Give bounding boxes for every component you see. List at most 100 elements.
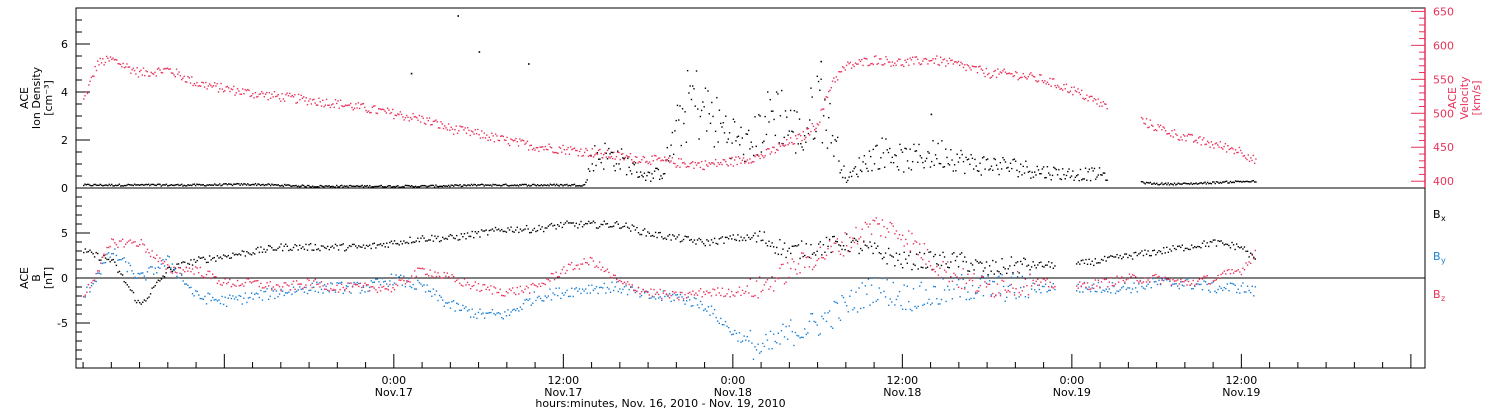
field-point: [726, 293, 728, 295]
field-point: [277, 295, 279, 298]
field-point: [428, 275, 430, 277]
field-point: [1089, 288, 1092, 290]
field-point: [595, 286, 598, 288]
field-point: [97, 252, 99, 255]
field-point: [717, 287, 719, 289]
density-point: [684, 111, 686, 113]
velocity-point: [960, 61, 962, 64]
field-point: [964, 286, 966, 289]
velocity-axis-title-line: [km/s]: [1470, 80, 1483, 115]
field-point: [170, 268, 172, 271]
velocity-point: [1162, 126, 1164, 128]
field-point: [286, 284, 289, 286]
density-point: [582, 184, 585, 186]
density-point: [250, 183, 253, 186]
field-point: [143, 275, 146, 277]
field-point: [821, 254, 823, 256]
velocity-point: [1211, 144, 1214, 146]
field-point: [707, 240, 710, 242]
field-point: [101, 262, 104, 265]
field-point: [1012, 287, 1014, 289]
field-point: [507, 309, 509, 311]
velocity-point: [1199, 136, 1201, 138]
velocity-point: [906, 58, 909, 61]
density-point: [728, 132, 731, 134]
velocity-point: [1150, 124, 1153, 126]
field-point: [572, 295, 574, 298]
density-point: [313, 186, 315, 188]
field-point: [471, 230, 473, 233]
field-point: [387, 246, 390, 248]
field-point: [642, 229, 644, 231]
field-point: [654, 231, 657, 234]
field-point: [367, 284, 369, 286]
field-point: [152, 286, 155, 288]
density-point: [170, 184, 173, 186]
velocity-point: [927, 63, 929, 65]
density-point: [714, 130, 717, 133]
field-point: [617, 280, 619, 283]
field-point: [1125, 288, 1128, 291]
velocity-point: [229, 90, 231, 93]
velocity-point: [421, 115, 423, 118]
velocity-point: [745, 160, 747, 163]
density-point: [923, 167, 925, 169]
field-point: [89, 286, 91, 289]
density-point: [1164, 182, 1167, 184]
velocity-point: [520, 140, 522, 142]
density-point: [1021, 174, 1023, 176]
velocity-point: [689, 162, 691, 165]
velocity-point: [864, 57, 867, 60]
velocity-point: [206, 88, 208, 90]
field-point: [584, 261, 587, 264]
field-point: [1217, 288, 1219, 291]
density-point: [268, 183, 271, 186]
velocity-point: [508, 144, 511, 147]
velocity-point: [194, 84, 197, 87]
field-point: [984, 267, 986, 269]
velocity-point: [426, 117, 428, 119]
velocity-point: [119, 63, 122, 66]
density-point: [942, 166, 944, 168]
field-point: [757, 297, 759, 299]
velocity-point: [1063, 84, 1065, 86]
field-point: [931, 302, 933, 304]
velocity-point: [572, 148, 574, 150]
time-tick-label: 12:00: [547, 374, 579, 387]
velocity-point: [828, 90, 830, 93]
field-point: [1153, 274, 1156, 276]
velocity-point: [100, 62, 103, 64]
field-point: [1225, 243, 1227, 245]
density-point: [475, 185, 478, 187]
field-point: [519, 285, 522, 288]
field-point: [1159, 283, 1162, 286]
field-point: [421, 285, 424, 287]
field-point: [960, 287, 963, 290]
velocity-point: [1167, 132, 1169, 135]
field-point: [701, 303, 703, 306]
field-point: [1117, 257, 1120, 259]
field-point: [847, 250, 849, 252]
density-point: [948, 164, 951, 166]
field-point: [734, 238, 736, 241]
field-point: [375, 289, 377, 291]
field-point: [584, 222, 587, 225]
density-point: [885, 138, 887, 140]
date-tick-label: Nov.17: [544, 386, 582, 399]
field-point: [682, 298, 685, 300]
field-point: [1099, 262, 1101, 264]
field-point: [337, 282, 340, 285]
field-point: [538, 295, 540, 297]
field-point: [224, 278, 226, 280]
field-point: [1138, 253, 1140, 255]
velocity-axis-title: ACE Velocity [km/s]: [1446, 76, 1483, 120]
field-point: [117, 246, 119, 249]
density-point: [567, 185, 569, 187]
density-point: [747, 129, 750, 132]
field-point: [243, 285, 245, 287]
field-point: [1242, 282, 1244, 284]
field-point: [603, 220, 605, 222]
field-point: [263, 248, 265, 251]
density-point: [531, 183, 534, 186]
velocity-point: [845, 64, 848, 67]
